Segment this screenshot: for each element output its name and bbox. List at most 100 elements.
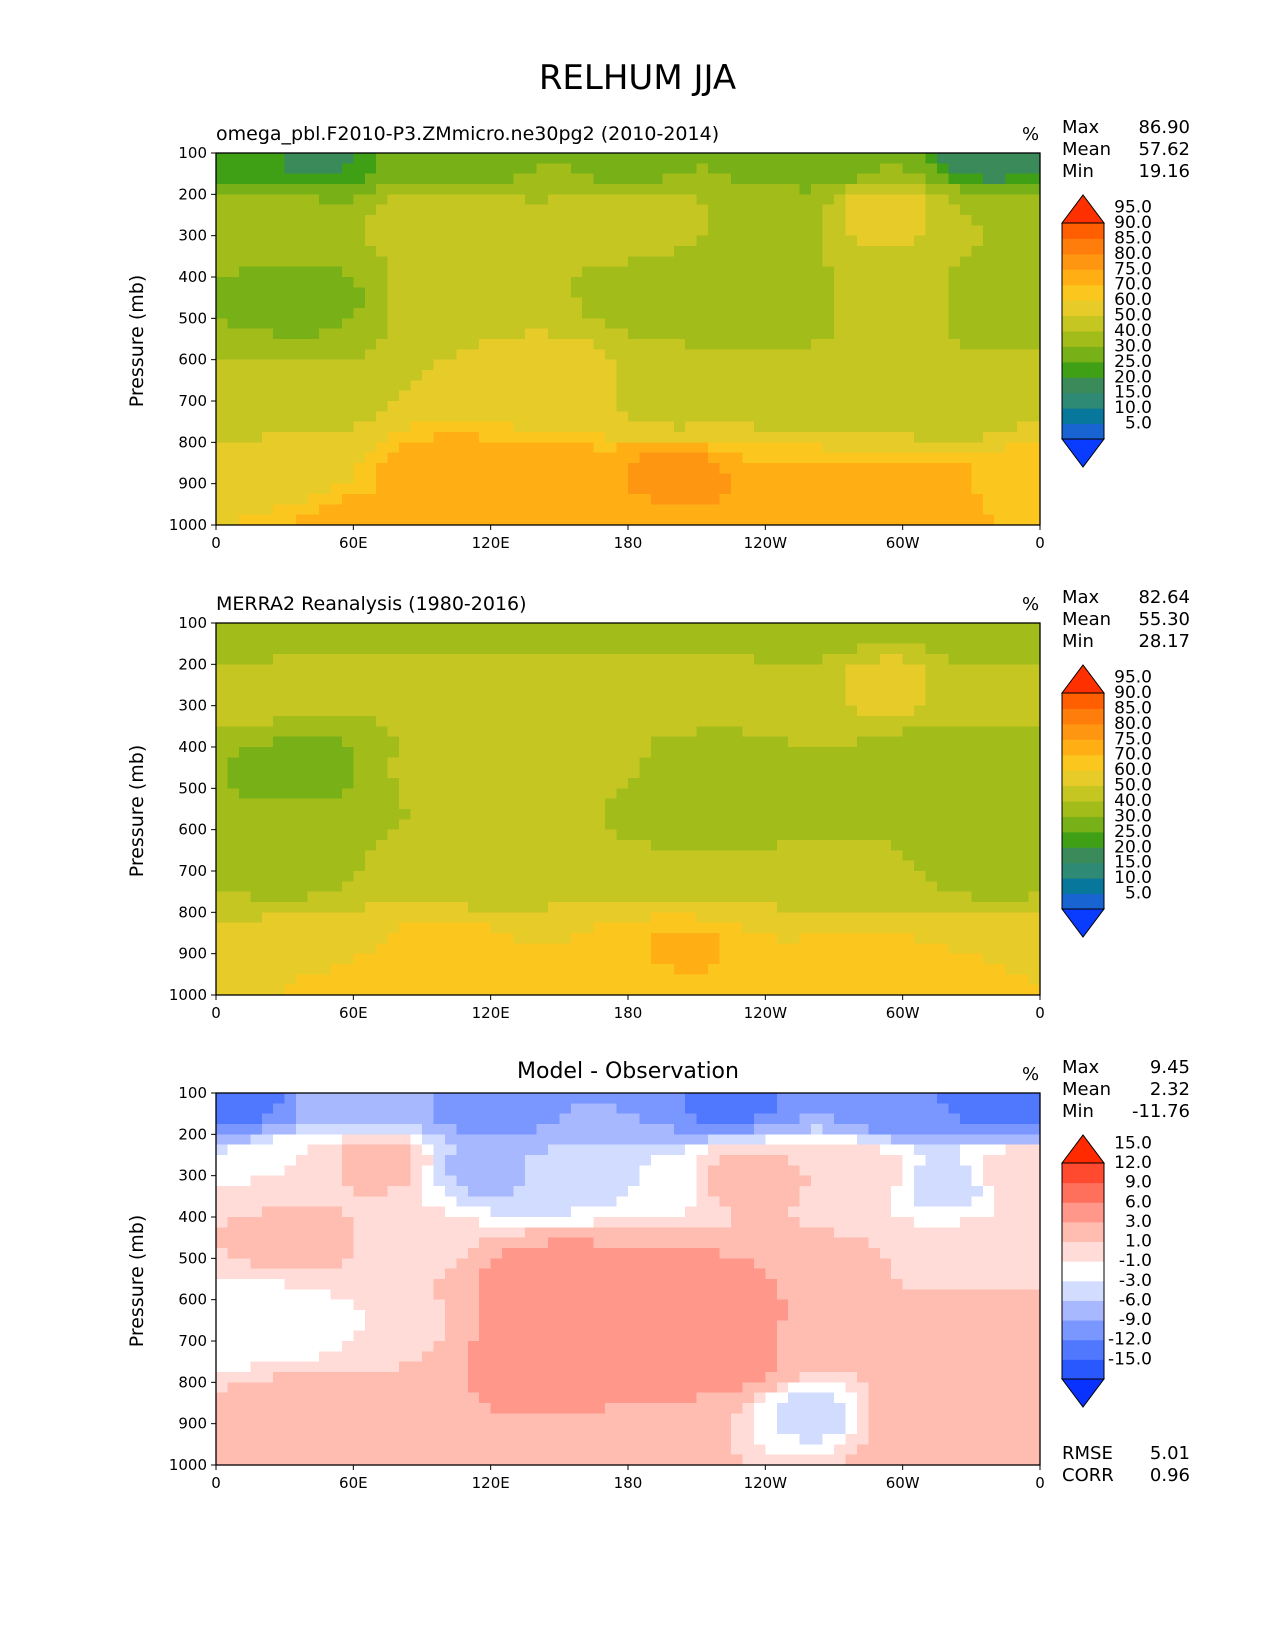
field-cell bbox=[616, 318, 629, 330]
field-cell bbox=[925, 194, 938, 206]
field-cell bbox=[330, 266, 343, 278]
field-cell bbox=[616, 809, 629, 820]
field-cell bbox=[959, 277, 972, 288]
field-cell bbox=[444, 747, 457, 758]
field-cell bbox=[261, 798, 274, 810]
field-cell bbox=[1017, 819, 1030, 831]
field-cell bbox=[547, 819, 560, 831]
field-cell bbox=[628, 716, 641, 727]
field-cell bbox=[673, 401, 686, 412]
field-cell bbox=[467, 788, 480, 800]
field-cell bbox=[238, 349, 251, 361]
field-cell bbox=[250, 664, 263, 676]
field-cell bbox=[307, 328, 320, 340]
field-cell bbox=[273, 902, 286, 913]
field-cell bbox=[319, 339, 332, 350]
field-cell bbox=[536, 256, 549, 268]
field-cell bbox=[353, 798, 366, 810]
field-cell bbox=[422, 256, 435, 268]
field-cell bbox=[559, 778, 572, 789]
panel-2-min-value: 28.17 bbox=[1138, 631, 1190, 652]
field-cell bbox=[971, 633, 984, 645]
field-cell bbox=[799, 401, 812, 412]
field-cell bbox=[799, 685, 812, 696]
field-cell bbox=[662, 716, 675, 727]
field-cell bbox=[364, 654, 377, 665]
field-cell bbox=[399, 736, 412, 748]
field-cell bbox=[422, 308, 435, 319]
field-cell bbox=[216, 726, 229, 738]
field-cell bbox=[959, 339, 972, 350]
field-cell bbox=[479, 798, 492, 810]
field-cell bbox=[891, 623, 904, 634]
field-cell bbox=[525, 819, 538, 831]
field-cell bbox=[742, 483, 755, 495]
field-cell bbox=[227, 452, 240, 464]
field-cell bbox=[731, 328, 744, 340]
field-cell bbox=[330, 204, 343, 216]
field-cell bbox=[811, 184, 824, 195]
field-cell bbox=[639, 674, 652, 686]
field-cell bbox=[307, 287, 320, 299]
field-cell bbox=[937, 685, 950, 696]
field-cell bbox=[319, 664, 332, 676]
field-cell bbox=[982, 277, 995, 288]
field-cell bbox=[834, 287, 847, 299]
field-cell bbox=[616, 798, 629, 810]
field-cell bbox=[662, 871, 675, 882]
field-cell bbox=[525, 184, 538, 195]
field-cell bbox=[845, 514, 858, 526]
field-cell bbox=[628, 204, 641, 216]
field-cell bbox=[650, 933, 663, 944]
field-cell bbox=[719, 860, 732, 872]
field-cell bbox=[742, 153, 755, 164]
field-cell bbox=[490, 235, 503, 247]
field-cell bbox=[994, 494, 1007, 505]
field-cell bbox=[1028, 225, 1041, 237]
field-cell bbox=[559, 432, 572, 443]
field-cell bbox=[284, 829, 297, 841]
field-cell bbox=[742, 819, 755, 831]
field-cell bbox=[708, 483, 721, 495]
field-cell bbox=[662, 726, 675, 738]
field-cell bbox=[868, 829, 881, 841]
field-cell bbox=[399, 411, 412, 423]
field-cell bbox=[319, 695, 332, 707]
field-cell bbox=[467, 922, 480, 934]
field-cell bbox=[822, 163, 835, 175]
field-cell bbox=[811, 339, 824, 350]
field-cell bbox=[444, 215, 457, 226]
field-cell bbox=[616, 664, 629, 676]
field-cell bbox=[1028, 349, 1041, 361]
field-cell bbox=[467, 380, 480, 392]
field-cell bbox=[799, 871, 812, 882]
field-cell bbox=[1005, 654, 1018, 665]
field-cell bbox=[250, 411, 263, 423]
field-cell bbox=[364, 902, 377, 913]
field-cell bbox=[376, 194, 389, 206]
field-cell bbox=[341, 809, 354, 820]
field-cell bbox=[822, 194, 835, 206]
field-cell bbox=[593, 452, 606, 464]
field-cell bbox=[376, 421, 389, 433]
field-cell bbox=[227, 747, 240, 758]
field-cell bbox=[376, 235, 389, 247]
field-cell bbox=[238, 266, 251, 278]
field-cell bbox=[834, 736, 847, 748]
field-cell bbox=[410, 225, 423, 237]
field-cell bbox=[868, 654, 881, 665]
field-cell bbox=[902, 442, 915, 454]
field-cell bbox=[490, 380, 503, 392]
field-cell bbox=[605, 401, 618, 412]
field-cell bbox=[422, 716, 435, 727]
field-cell bbox=[902, 860, 915, 872]
field-cell bbox=[250, 287, 263, 299]
field-cell bbox=[570, 685, 583, 696]
field-cell bbox=[330, 421, 343, 433]
field-cell bbox=[959, 757, 972, 769]
field-cell bbox=[799, 173, 812, 185]
field-cell bbox=[261, 912, 274, 924]
field-cell bbox=[1005, 308, 1018, 319]
field-cell bbox=[776, 452, 789, 464]
field-cell bbox=[582, 840, 595, 851]
